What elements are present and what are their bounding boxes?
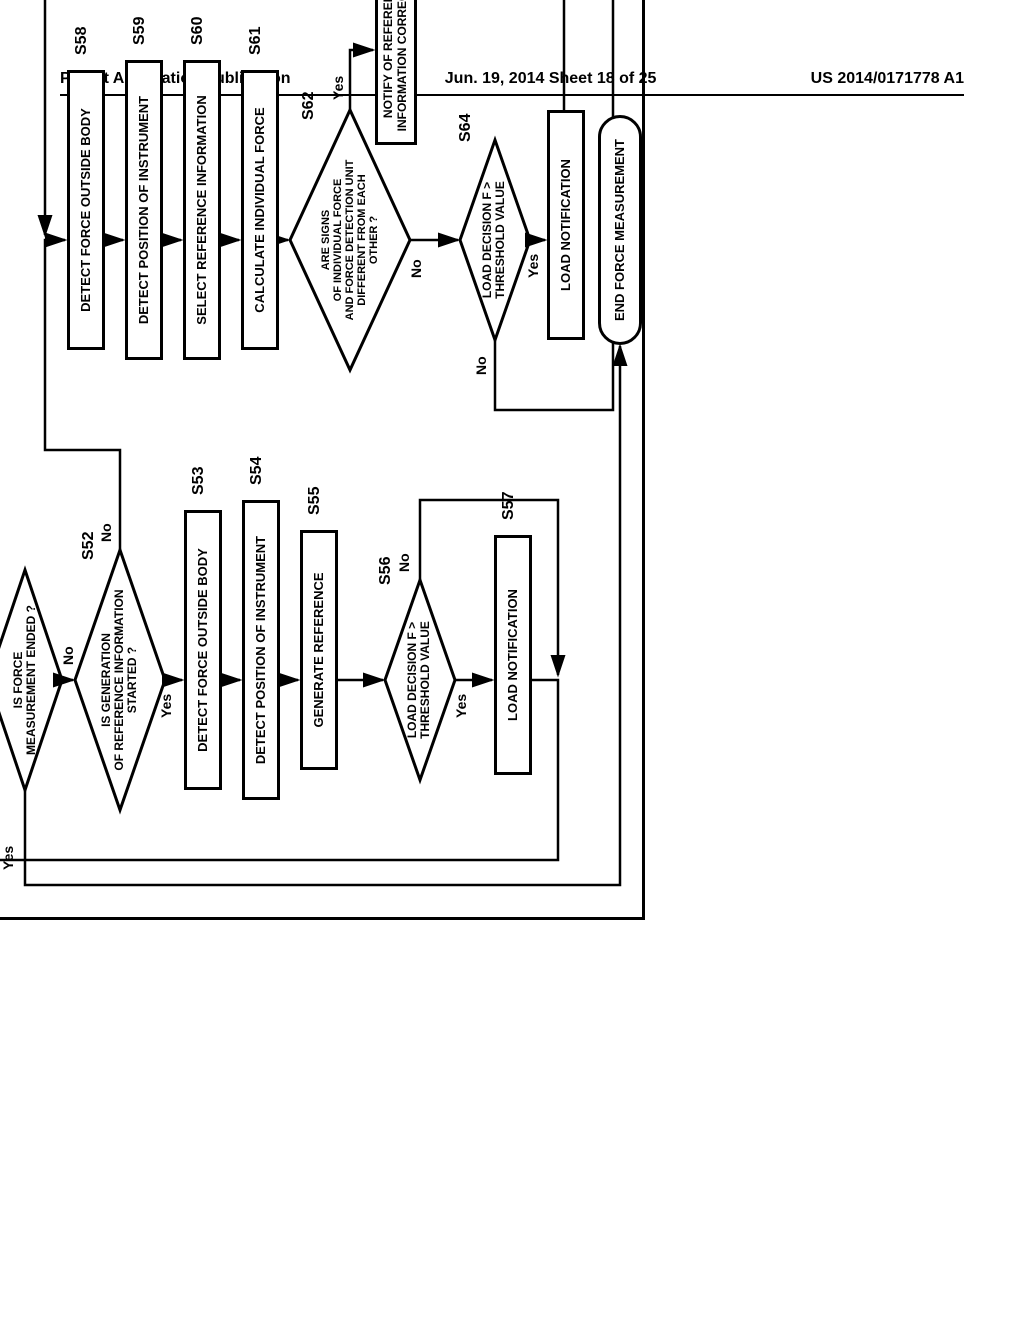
s57-label: S57 (500, 492, 518, 520)
s58-text: DETECT FORCE OUTSIDE BODY (79, 108, 94, 312)
node-s53: DETECT FORCE OUTSIDE BODY (184, 510, 222, 790)
s53-text: DETECT FORCE OUTSIDE BODY (196, 548, 211, 752)
node-s55: GENERATE REFERENCE (300, 530, 338, 770)
s62-yes: Yes (330, 76, 346, 100)
node-end: END FORCE MEASUREMENT (598, 115, 642, 345)
node-s59: DETECT POSITION OF INSTRUMENT (125, 60, 163, 360)
s56-yes: Yes (453, 694, 469, 718)
s62-label: S62 (300, 92, 318, 120)
s62-text: ARE SIGNS OF INDIVIDUAL FORCE AND FORCE … (320, 145, 380, 335)
s56-no: No (396, 553, 412, 572)
s51-yes: Yes (0, 846, 16, 870)
s64-no: No (473, 356, 489, 375)
s55-label: S55 (306, 487, 324, 515)
s52-yes: Yes (158, 694, 174, 718)
node-s60: SELECT REFERENCE INFORMATION (183, 60, 221, 360)
s51-no: No (60, 646, 76, 665)
s63-text: NOTIFY OF REFERENCE INFORMATION CORRECTI… (382, 0, 410, 131)
node-s63: NOTIFY OF REFERENCE INFORMATION CORRECTI… (375, 0, 417, 145)
s59-text: DETECT POSITION OF INSTRUMENT (137, 96, 152, 324)
node-s57: LOAD NOTIFICATION (494, 535, 532, 775)
s64-text: LOAD DECISION F > THRESHOLD VALUE (481, 150, 507, 330)
s60-label: S60 (189, 17, 207, 45)
node-s61: CALCULATE INDIVIDUAL FORCE (241, 70, 279, 350)
s64-label: S64 (457, 114, 475, 142)
s58-label: S58 (73, 27, 91, 55)
figure-container: Fig.16 (15, 275, 1024, 1045)
node-s54: DETECT POSITION OF INSTRUMENT (242, 500, 280, 800)
s60-text: SELECT REFERENCE INFORMATION (195, 95, 210, 324)
s51-text: IS FORCE MEASUREMENT ENDED ? (12, 580, 38, 780)
s59-label: S59 (131, 17, 149, 45)
s56-label: S56 (377, 557, 395, 585)
s53-label: S53 (190, 467, 208, 495)
s56-text: LOAD DECISION F > THRESHOLD VALUE (406, 590, 432, 770)
s64-yes: Yes (525, 254, 541, 278)
node-s65: LOAD NOTIFICATION (547, 110, 585, 340)
s65-text: LOAD NOTIFICATION (559, 159, 574, 291)
s52-text: IS GENERATION OF REFERENCE INFORMATION S… (100, 560, 140, 800)
s57-text: LOAD NOTIFICATION (506, 589, 521, 721)
s51-label: S51 (0, 547, 3, 575)
s55-text: GENERATE REFERENCE (312, 572, 327, 727)
header-right: US 2014/0171778 A1 (811, 70, 964, 88)
s62-no: No (408, 259, 424, 278)
end-text: END FORCE MEASUREMENT (613, 139, 628, 321)
s61-label: S61 (247, 27, 265, 55)
s54-text: DETECT POSITION OF INSTRUMENT (254, 536, 269, 764)
s52-label: S52 (80, 532, 98, 560)
s54-label: S54 (248, 457, 266, 485)
node-s58: DETECT FORCE OUTSIDE BODY (67, 70, 105, 350)
s52-no: No (98, 523, 114, 542)
s61-text: CALCULATE INDIVIDUAL FORCE (253, 107, 268, 312)
